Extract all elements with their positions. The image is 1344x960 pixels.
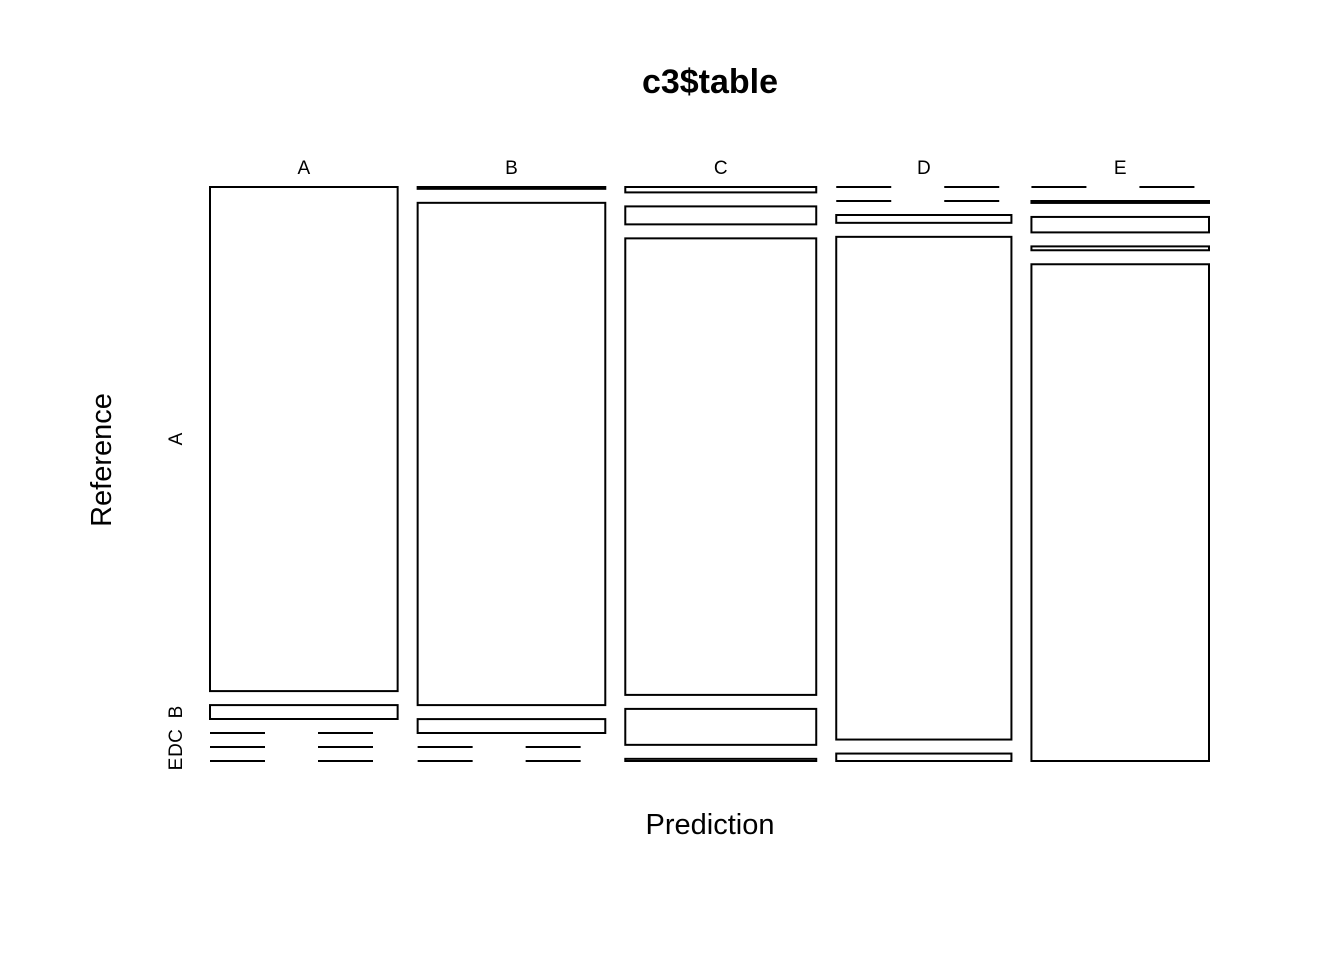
y-tick-label-e: E bbox=[166, 758, 187, 771]
tile-pred-d-ref-c bbox=[835, 214, 1013, 224]
x-tick-label-d: D bbox=[917, 158, 931, 179]
y-tick-label-d: D bbox=[166, 743, 187, 757]
tile-pred-a-ref-a bbox=[209, 186, 399, 693]
y-tick-label-a: A bbox=[166, 432, 187, 445]
x-category-labels: A B C D E bbox=[297, 158, 1126, 179]
y-axis-label: Reference bbox=[86, 393, 118, 527]
tile-pred-d-ref-d bbox=[835, 235, 1013, 741]
tile-pred-c-ref-d bbox=[624, 707, 818, 746]
tile-pred-b-ref-b bbox=[416, 201, 607, 707]
x-tick-label-e: E bbox=[1114, 158, 1127, 179]
tile-pred-a-ref-b bbox=[209, 704, 399, 721]
tile-pred-c-ref-b bbox=[624, 205, 818, 226]
x-tick-label-c: C bbox=[714, 158, 728, 179]
y-tick-label-b: B bbox=[166, 706, 187, 719]
tile-pred-b-ref-c bbox=[416, 718, 607, 735]
tile-pred-e-ref-e bbox=[1030, 263, 1210, 762]
tile-pred-d-ref-e bbox=[835, 752, 1013, 763]
mosaic-tiles bbox=[209, 186, 1210, 763]
tile-pred-b-ref-a bbox=[416, 186, 607, 190]
tile-pred-c-ref-a bbox=[624, 186, 818, 194]
x-axis-label: Prediction bbox=[646, 809, 775, 841]
y-tick-label-c: C bbox=[166, 729, 187, 743]
tile-pred-e-ref-b bbox=[1030, 200, 1210, 204]
tile-pred-e-ref-c bbox=[1030, 215, 1210, 234]
chart-title: c3$table bbox=[642, 63, 778, 101]
x-tick-label-a: A bbox=[297, 158, 310, 179]
tile-pred-e-ref-d bbox=[1030, 245, 1210, 252]
tile-pred-c-ref-e bbox=[624, 757, 818, 762]
x-tick-label-b: B bbox=[505, 158, 518, 179]
tile-pred-c-ref-c bbox=[624, 237, 818, 696]
